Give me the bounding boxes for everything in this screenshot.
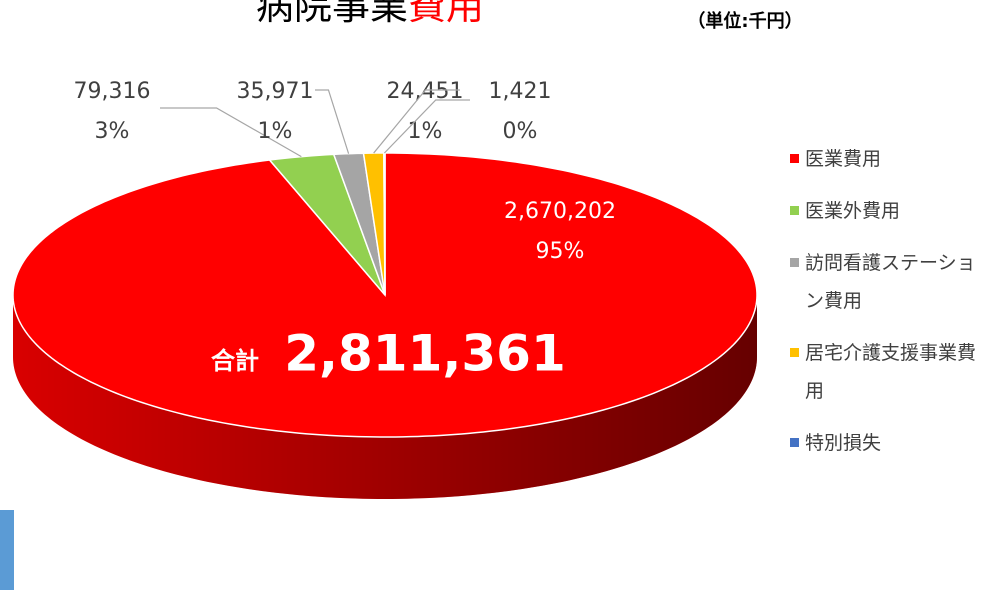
pie [12, 152, 758, 499]
legend-label: 特別損失 [805, 432, 882, 454]
legend-item: 訪問看護ステーション費用 [790, 244, 990, 320]
slice-side-shade [13, 295, 757, 499]
title-part: 費用 [408, 0, 484, 28]
data-label: 2,670,202 [504, 199, 616, 224]
percent-label: 3% [95, 119, 130, 144]
legend-swatch [790, 258, 799, 267]
unit-note: （単位:千円） [687, 10, 802, 32]
legend-item: 居宅介護支援事業費用 [790, 334, 990, 410]
percent-label: 1% [408, 119, 443, 144]
legend-swatch [790, 206, 799, 215]
legend-label: 医業外費用 [805, 200, 901, 222]
legend-swatch [790, 438, 799, 447]
legend-label: 居宅介護支援事業費用 [805, 342, 977, 402]
total-value: 2,811,361 [284, 325, 566, 383]
title-part: 病院事業 [256, 0, 408, 28]
leader-line [373, 89, 460, 154]
slice [332, 152, 386, 296]
data-label: 1,421 [489, 79, 552, 104]
chart-title: 病院事業費用 [256, 0, 484, 28]
slice [268, 153, 386, 296]
leader-line [315, 89, 350, 154]
legend: 医業費用医業外費用訪問看護ステーション費用 居宅介護支援事業費用特別損失 [790, 140, 990, 476]
legend-swatch [790, 154, 799, 163]
data-label: 79,316 [74, 79, 151, 104]
legend-item: 特別損失 [790, 424, 990, 462]
legend-label: 訪問看護ステーション費用 [805, 252, 976, 312]
side-tab [0, 510, 14, 590]
percent-label: 95% [536, 239, 585, 264]
slice [383, 152, 386, 296]
legend-item: 医業費用 [790, 140, 990, 178]
legend-item: 医業外費用 [790, 192, 990, 230]
leader-line [160, 107, 302, 158]
percent-label: 1% [258, 119, 293, 144]
legend-swatch [790, 348, 799, 357]
data-label: 35,971 [237, 79, 314, 104]
legend-label: 医業費用 [805, 148, 882, 170]
leader-line [383, 99, 470, 154]
total-label: 合計 [211, 347, 259, 375]
percent-label: 0% [503, 119, 538, 144]
